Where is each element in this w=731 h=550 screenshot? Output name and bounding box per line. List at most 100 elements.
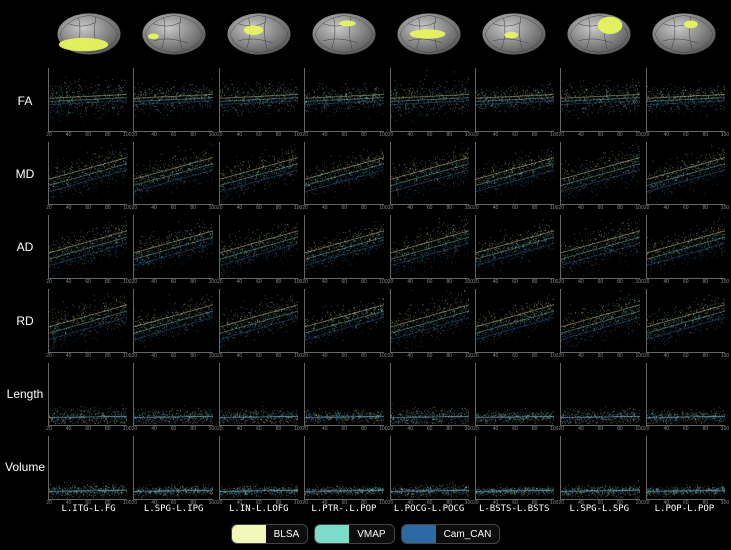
x-tick: 60 [683,426,689,432]
scatter-canvas [561,289,639,352]
brain-icon [54,10,124,58]
x-tick: 20 [46,426,52,432]
x-tick: 100 [379,132,387,138]
scatter-canvas [561,363,639,426]
col-label: L.POP-L.POP [642,504,727,522]
scatter-panel: 20406080100 [133,215,212,279]
x-tick: 20 [388,426,394,432]
x-tick: 40 [237,132,243,138]
x-tick: 60 [598,279,604,285]
x-tick: 40 [407,353,413,359]
x-tick: 40 [407,500,413,506]
x-tick: 20 [644,279,650,285]
x-tick: 80 [447,426,453,432]
x-tick: 80 [447,205,453,211]
x-tick: 20 [644,353,650,359]
row-label: AD [4,211,46,284]
x-tick: 40 [151,500,157,506]
x-tick: 40 [493,205,499,211]
x-tick: 40 [493,500,499,506]
col-label: L.PTR-.L.POP [301,504,386,522]
scatter-canvas [561,68,639,131]
scatter-canvas [391,68,469,131]
brain-icon [139,10,209,58]
x-tick: 40 [578,353,584,359]
x-tick: 100 [123,426,131,432]
x-tick: 80 [276,132,282,138]
scatter-panel: 20406080100 [560,215,639,279]
x-tick: 40 [66,279,72,285]
brain-icon [649,10,719,58]
x-tick: 60 [683,279,689,285]
x-tick: 100 [294,500,302,506]
scatter-panel: 20406080100 [304,436,383,500]
x-tick: 100 [721,426,729,432]
x-tick: 100 [123,500,131,506]
scatter-panel: 20406080100 [646,363,725,427]
x-tick: 40 [151,205,157,211]
x-tick: 60 [683,353,689,359]
x-tick: 60 [171,279,177,285]
x-tick: 100 [379,353,387,359]
x-tick: 60 [85,279,91,285]
x-tick: 100 [123,279,131,285]
scatter-panel: 20406080100 [48,363,127,427]
x-tick: 40 [66,205,72,211]
x-tick: 40 [493,426,499,432]
x-tick: 100 [379,500,387,506]
scatter-panel: 20406080100 [48,68,127,132]
col-label: L.POCG-L.POCG [387,504,472,522]
x-tick: 40 [493,279,499,285]
x-tick: 60 [256,205,262,211]
x-tick: 20 [473,500,479,506]
x-tick: 20 [388,353,394,359]
x-tick: 20 [302,353,308,359]
scatter-panel: 20406080100 [219,363,298,427]
x-tick: 100 [550,426,558,432]
x-tick: 60 [598,132,604,138]
x-tick: 100 [550,353,558,359]
row-label: RD [4,284,46,357]
x-tick: 40 [237,205,243,211]
x-tick: 20 [302,426,308,432]
x-tick: 60 [85,132,91,138]
x-tick: 20 [388,132,394,138]
brain-thumbnail [216,4,301,64]
x-tick: 80 [703,426,709,432]
x-tick: 80 [447,353,453,359]
brain-thumbnail [46,4,131,64]
scatter-panel: 20406080100 [560,363,639,427]
scatter-panel: 20406080100 [475,289,554,353]
x-tick: 40 [322,132,328,138]
x-tick: 40 [237,279,243,285]
legend-label: BLSA [266,529,308,540]
x-tick: 20 [473,353,479,359]
scatter-panel: 20406080100 [475,363,554,427]
x-tick: 60 [427,426,433,432]
x-tick: 40 [151,279,157,285]
x-tick: 100 [721,205,729,211]
scatter-canvas [134,289,212,352]
x-tick: 100 [379,205,387,211]
x-tick: 20 [217,500,223,506]
x-tick: 80 [276,426,282,432]
x-tick: 80 [361,205,367,211]
x-tick: 20 [473,132,479,138]
x-tick: 80 [105,426,111,432]
x-tick: 80 [532,132,538,138]
x-tick: 100 [209,132,217,138]
scatter-panel: 20406080100 [390,142,469,206]
row-label: Length [4,357,46,430]
scatter-canvas [220,436,298,499]
scatter-canvas [476,68,554,131]
x-tick: 60 [85,353,91,359]
x-tick: 60 [256,279,262,285]
x-tick: 60 [256,500,262,506]
x-tick: 100 [123,205,131,211]
scatter-panel: 20406080100 [390,436,469,500]
x-tick: 60 [342,279,348,285]
scatter-panel: 20406080100 [304,215,383,279]
x-tick: 100 [635,426,643,432]
x-tick: 20 [558,426,564,432]
scatter-canvas [220,363,298,426]
